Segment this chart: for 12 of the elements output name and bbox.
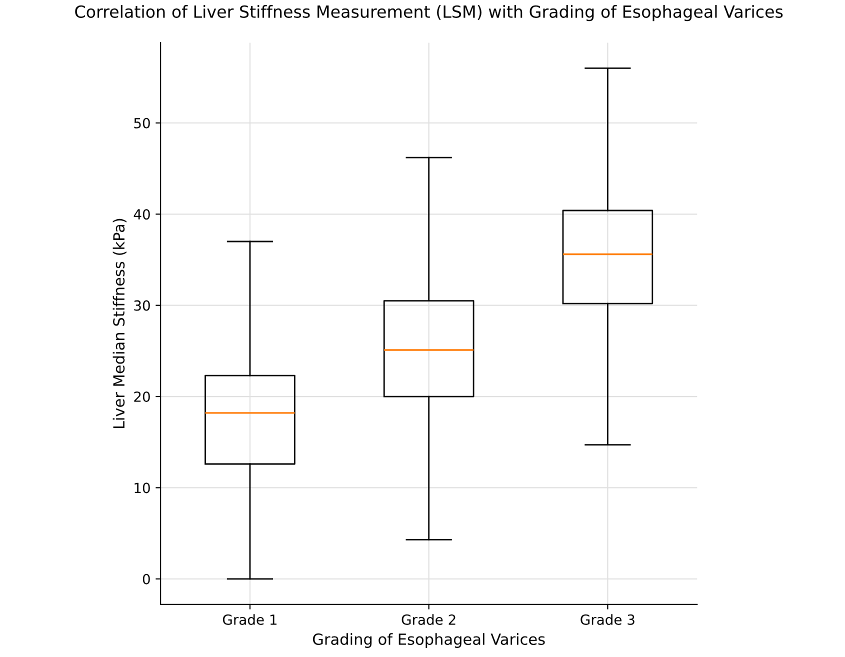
y-tick-label: 50 <box>134 118 150 128</box>
y-tick-label: 40 <box>134 209 150 220</box>
x-tick-label: Grade 2 <box>402 614 456 625</box>
y-tick-label: 30 <box>134 300 150 311</box>
y-tick-label: 0 <box>142 574 150 584</box>
x-axis-title: Grading of Esophageal Varices <box>312 633 545 648</box>
y-tick-label: 10 <box>134 482 150 494</box>
y-axis-title: Liver Median Stiffness (kPa) <box>112 218 126 428</box>
chart-title: Correlation of Liver Stiffness Measurement (LSM) with Grading of Esophageal Varices <box>75 5 783 22</box>
x-tick-label: Grade 3 <box>580 614 634 625</box>
x-tick-label: Grade 1 <box>222 614 276 625</box>
y-tick-label: 20 <box>134 391 150 402</box>
